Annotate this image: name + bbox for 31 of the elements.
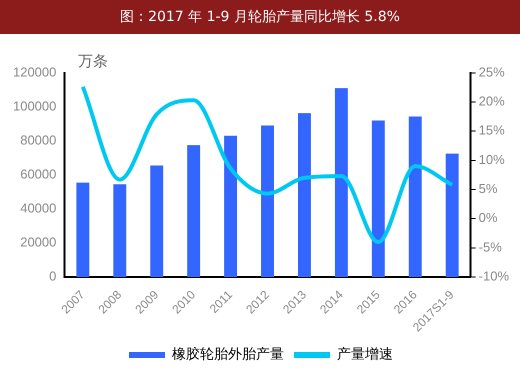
bar <box>187 145 200 278</box>
bar <box>224 136 238 278</box>
y2-tick-label: 0% <box>478 210 498 226</box>
bar <box>261 126 274 278</box>
y-tick-label: 80000 <box>20 132 56 148</box>
bar <box>76 182 90 278</box>
y2-tick-label: 15% <box>478 122 506 138</box>
y-tick-label: 120000 <box>12 64 56 80</box>
line-series <box>80 84 454 244</box>
y2-tick-label: 20% <box>478 94 506 109</box>
legend-label: 橡胶轮胎外胎产量 <box>172 346 284 363</box>
y-axis-title: 万条 <box>78 52 108 71</box>
y2-tick-label: 10% <box>478 152 506 167</box>
y-tick-label: 100000 <box>12 98 56 114</box>
bar <box>113 184 126 278</box>
legend-label: 产量增速 <box>337 346 393 363</box>
y-tick-label: 0 <box>49 268 56 284</box>
y2-tick-label: 25% <box>478 64 506 80</box>
bar <box>334 88 348 278</box>
bar <box>446 154 459 278</box>
bar <box>372 120 385 278</box>
y-tick-label: 20000 <box>20 234 56 250</box>
y2-tick-label: -10% <box>478 268 510 284</box>
bar <box>298 113 311 278</box>
y2-tick-label: -5% <box>478 239 502 254</box>
bar <box>150 166 164 278</box>
y2-tick-label: 5% <box>478 181 498 196</box>
bar <box>408 116 422 278</box>
y-tick-label: 60000 <box>20 166 56 182</box>
y-tick-label: 40000 <box>20 200 56 216</box>
chart-title: 图：2017 年 1-9 月轮胎产量同比增长 5.8% <box>0 0 520 34</box>
